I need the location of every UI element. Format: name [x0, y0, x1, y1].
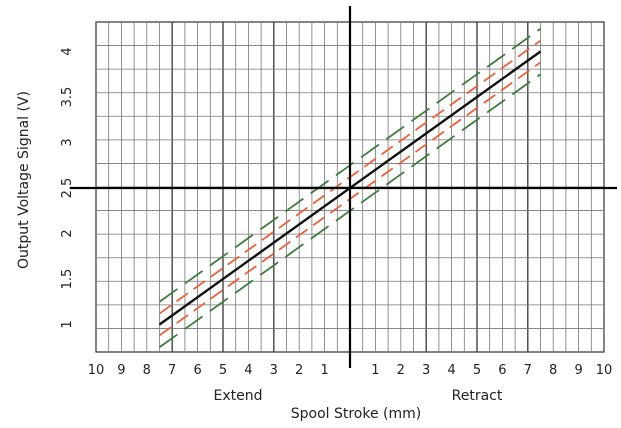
- x-tick-label: 6: [193, 363, 201, 378]
- x-tick-label: 8: [549, 363, 557, 378]
- x-tick-label: 3: [270, 363, 278, 378]
- x-left-label: Extend: [214, 388, 263, 404]
- x-tick-label: 5: [219, 363, 227, 378]
- x-tick-label: 10: [596, 363, 613, 378]
- x-tick-label: 4: [447, 363, 455, 378]
- y-tick-label: 2.5: [60, 178, 75, 199]
- x-right-label: Retract: [452, 388, 503, 404]
- x-tick-label: 4: [244, 363, 252, 378]
- y-tick-label: 4: [60, 47, 75, 55]
- x-tick-label: 5: [473, 363, 481, 378]
- x-axis-label: Spool Stroke (mm): [291, 406, 422, 422]
- x-tick-label: 2: [295, 363, 303, 378]
- x-tick-label: 6: [498, 363, 506, 378]
- x-tick-label: 10: [88, 363, 105, 378]
- x-tick-label: 9: [574, 363, 582, 378]
- y-tick-label: 3: [60, 138, 75, 146]
- x-tick-label: 3: [422, 363, 430, 378]
- x-tick-label: 8: [143, 363, 151, 378]
- x-tick-labels: 10 9 8 7 6 5 4 3 2 1 1 2 3 4 5 6 7 8 9 10: [88, 363, 613, 378]
- y-tick-label: 1: [60, 320, 75, 328]
- x-tick-label: 9: [117, 363, 125, 378]
- x-tick-label: 1: [320, 363, 328, 378]
- x-tick-label: 7: [168, 363, 176, 378]
- axes: [70, 6, 617, 368]
- y-tick-labels: 1 1.5 2 2.5 3 3.5 4: [60, 47, 75, 328]
- y-tick-label: 1.5: [60, 269, 75, 290]
- x-tick-label: 2: [397, 363, 405, 378]
- x-tick-label: 7: [524, 363, 532, 378]
- y-tick-label: 2: [60, 229, 75, 237]
- y-tick-label: 3.5: [60, 87, 75, 108]
- y-axis-label: Output Voltage Signal (V): [16, 91, 32, 269]
- x-tick-label: 1: [371, 363, 379, 378]
